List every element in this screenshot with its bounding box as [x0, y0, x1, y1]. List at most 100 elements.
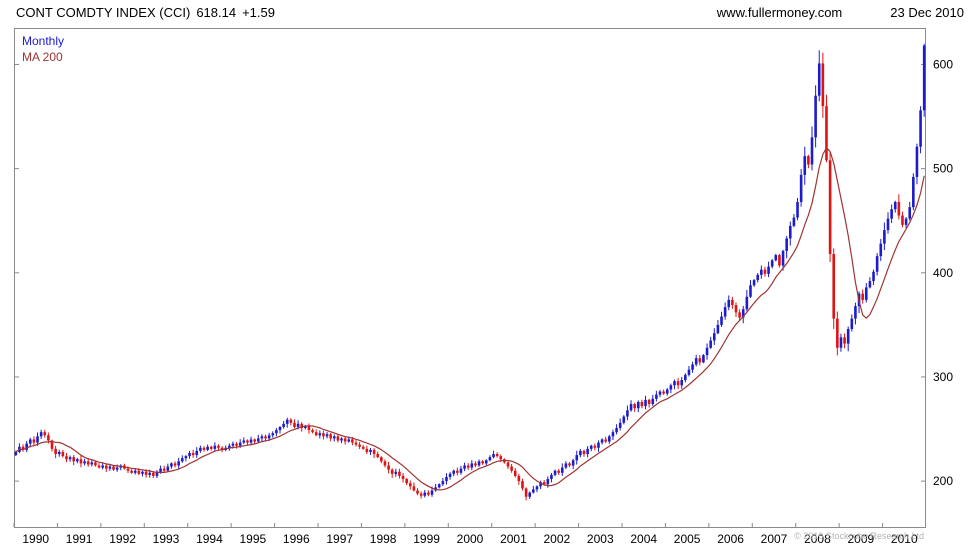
candle-body	[785, 238, 788, 251]
candle-body	[560, 467, 564, 473]
candle-body	[97, 465, 101, 468]
candle-body	[513, 470, 517, 476]
candle-body	[582, 450, 586, 455]
candle-body	[651, 398, 655, 405]
candle-body	[586, 448, 589, 455]
candle-body	[112, 466, 115, 470]
legend-ma200: MA 200	[22, 50, 63, 64]
date-label: 23 Dec 2010	[890, 5, 964, 20]
candle-body	[14, 451, 18, 456]
candle-body	[50, 440, 54, 449]
candle-body	[499, 456, 503, 460]
candle-body	[763, 269, 767, 274]
candle-body	[271, 433, 275, 436]
candle-body	[872, 271, 875, 282]
candle-body	[564, 463, 568, 468]
candle-body	[54, 448, 57, 455]
x-axis: 1990 1991 1992 1993 1994 1995 1996 1997 1998 1999…	[13, 523, 918, 546]
candle-body	[68, 457, 72, 460]
plot-border	[14, 28, 926, 528]
candle-body	[427, 492, 430, 495]
candle-body	[731, 299, 734, 306]
candle-body	[510, 466, 513, 471]
candle-body	[76, 459, 79, 462]
candle-body	[137, 470, 141, 474]
candle-body	[712, 333, 716, 341]
x-axis-tick-label: 2001	[500, 532, 527, 546]
candle-body	[836, 318, 839, 348]
candle-body	[506, 462, 510, 467]
candle-body	[72, 457, 76, 462]
candle-body	[557, 470, 560, 473]
candle-body	[322, 433, 325, 437]
candle-body	[340, 438, 343, 441]
candle-body	[195, 450, 199, 456]
candle-body	[839, 337, 843, 348]
x-axis-tick-label: 1994	[196, 532, 223, 546]
candle-body	[850, 318, 854, 330]
candle-body	[814, 95, 817, 138]
candle-body	[199, 447, 202, 451]
candle-body	[915, 146, 919, 177]
candle-body	[115, 467, 119, 470]
candle-body	[408, 483, 412, 487]
candle-body	[86, 461, 90, 465]
y-axis-tick-label: 500	[933, 162, 953, 176]
candle-body	[152, 472, 155, 476]
candle-body	[260, 436, 264, 439]
candle-body	[868, 281, 872, 288]
candle-body	[691, 364, 694, 370]
candle-body	[57, 451, 61, 455]
chart-title-bar: CONT COMDTY INDEX (CCI) 618.14 +1.59	[16, 5, 281, 20]
candle-body	[694, 358, 698, 365]
candle-body	[36, 436, 39, 443]
x-axis-tick-label: 2008	[804, 532, 831, 546]
candle-body	[908, 207, 912, 219]
candle-body	[662, 391, 665, 394]
candle-body	[767, 266, 770, 274]
candle-body	[846, 329, 850, 344]
candle-body	[760, 269, 763, 275]
candle-body	[647, 399, 651, 405]
candle-body	[61, 451, 65, 457]
candle-body	[217, 445, 220, 448]
candle-body	[441, 481, 445, 485]
candle-body	[387, 465, 390, 470]
candle-body	[550, 474, 553, 480]
candle-body	[202, 447, 206, 450]
candle-body	[332, 436, 336, 439]
candle-body	[517, 475, 521, 482]
candle-body	[861, 293, 864, 300]
candle-body	[304, 425, 307, 428]
y-axis-tick-label: 300	[933, 370, 953, 384]
candle-body	[553, 470, 557, 475]
candle-body	[528, 492, 532, 497]
candle-body	[828, 160, 832, 255]
candle-body	[249, 439, 253, 443]
candle-body	[354, 442, 358, 445]
candle-body	[484, 460, 488, 464]
candle-body	[162, 468, 166, 471]
candle-body	[282, 423, 285, 427]
y-axis-tick-label: 200	[933, 474, 953, 488]
candle-body	[94, 462, 97, 466]
candle-body	[622, 416, 626, 423]
copyright-notice: © 2010 Stockcube Research Ltd	[794, 531, 924, 541]
candle-body	[394, 471, 398, 474]
candle-body	[604, 439, 608, 442]
candle-body	[723, 307, 727, 317]
x-axis-tick-label: 1998	[370, 532, 397, 546]
candle-body	[141, 471, 144, 474]
candle-body	[629, 404, 633, 411]
x-axis-tick-label: 1996	[283, 532, 310, 546]
candle-body	[155, 471, 159, 476]
candle-body	[65, 456, 68, 460]
candle-body	[640, 401, 644, 407]
candle-body	[788, 225, 792, 239]
candle-body	[709, 340, 712, 348]
candle-body	[495, 454, 499, 457]
x-axis-tick-label: 2000	[457, 532, 484, 546]
candle-body	[792, 217, 796, 226]
candle-body	[611, 432, 615, 437]
candle-body	[571, 460, 575, 466]
